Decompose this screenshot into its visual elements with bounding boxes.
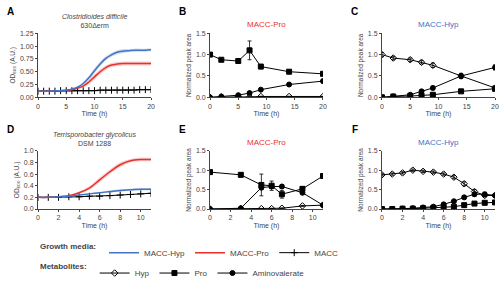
svg-text:5: 5 xyxy=(236,103,240,110)
svg-text:OD₆₀₀ (A.U.): OD₆₀₀ (A.U.) xyxy=(9,47,17,84)
svg-text:1.0: 1.0 xyxy=(368,51,378,58)
svg-text:0.0: 0.0 xyxy=(24,205,34,212)
svg-text:Time (h): Time (h) xyxy=(254,222,280,230)
svg-text:0.25: 0.25 xyxy=(20,81,34,88)
svg-text:1.5: 1.5 xyxy=(196,30,206,37)
svg-text:10: 10 xyxy=(481,214,489,221)
svg-text:F: F xyxy=(352,124,358,135)
svg-text:Time (h): Time (h) xyxy=(82,222,108,230)
svg-text:0: 0 xyxy=(208,214,212,221)
svg-text:0.2: 0.2 xyxy=(24,194,34,201)
svg-text:6: 6 xyxy=(442,214,446,221)
svg-text:5: 5 xyxy=(408,103,412,110)
svg-text:MACC-Hyp: MACC-Hyp xyxy=(418,20,459,29)
svg-text:0.0: 0.0 xyxy=(196,205,206,212)
svg-text:6: 6 xyxy=(270,214,274,221)
svg-text:MACC-Hyp: MACC-Hyp xyxy=(418,138,459,147)
svg-text:1.5: 1.5 xyxy=(368,147,378,154)
svg-text:8: 8 xyxy=(290,214,294,221)
svg-text:10: 10 xyxy=(435,103,443,110)
svg-text:Metabolites:: Metabolites: xyxy=(40,262,87,271)
svg-text:0.50: 0.50 xyxy=(20,68,34,75)
svg-text:Aminovalerate: Aminovalerate xyxy=(252,269,304,278)
svg-text:Growth media:: Growth media: xyxy=(40,242,96,251)
svg-text:0.0: 0.0 xyxy=(368,94,378,101)
svg-text:6: 6 xyxy=(98,214,102,221)
svg-text:Time (h): Time (h) xyxy=(82,110,108,118)
svg-text:10: 10 xyxy=(137,214,145,221)
svg-text:Time (h): Time (h) xyxy=(254,110,280,118)
svg-text:1.00: 1.00 xyxy=(20,43,34,50)
svg-text:Time (h): Time (h) xyxy=(426,110,452,118)
svg-text:0.4: 0.4 xyxy=(24,182,34,189)
svg-text:1.0: 1.0 xyxy=(368,167,378,174)
svg-text:MACC-Pro: MACC-Pro xyxy=(230,249,269,258)
svg-text:1.0: 1.0 xyxy=(24,147,34,154)
svg-text:Normalized peak area: Normalized peak area xyxy=(185,148,193,212)
svg-text:E: E xyxy=(179,124,186,135)
svg-text:0: 0 xyxy=(380,214,384,221)
svg-text:C: C xyxy=(351,6,358,17)
svg-text:10: 10 xyxy=(263,103,271,110)
svg-text:0.75: 0.75 xyxy=(20,55,34,62)
svg-text:Hyp: Hyp xyxy=(135,269,150,278)
svg-text:0.00: 0.00 xyxy=(20,94,34,101)
svg-text:10: 10 xyxy=(91,103,99,110)
svg-text:D: D xyxy=(7,124,14,135)
svg-text:15: 15 xyxy=(119,103,127,110)
svg-text:1.0: 1.0 xyxy=(196,167,206,174)
svg-text:Terrisporobacter glycolicusDSM: Terrisporobacter glycolicusDSM 1288 xyxy=(53,131,136,147)
svg-text:0: 0 xyxy=(36,214,40,221)
svg-text:2: 2 xyxy=(401,214,405,221)
svg-text:0.5: 0.5 xyxy=(196,186,206,193)
svg-text:0.8: 0.8 xyxy=(24,159,34,166)
svg-text:A: A xyxy=(7,6,14,17)
svg-text:15: 15 xyxy=(291,103,299,110)
svg-text:0.6: 0.6 xyxy=(24,171,34,178)
svg-text:0: 0 xyxy=(208,103,212,110)
svg-text:Normalized peak area: Normalized peak area xyxy=(185,33,193,97)
svg-text:1.5: 1.5 xyxy=(368,30,378,37)
svg-text:0.5: 0.5 xyxy=(196,72,206,79)
svg-text:4: 4 xyxy=(421,214,425,221)
svg-text:B: B xyxy=(179,6,186,17)
svg-text:1.5: 1.5 xyxy=(196,147,206,154)
svg-text:Pro: Pro xyxy=(194,269,207,278)
svg-text:5: 5 xyxy=(64,103,68,110)
svg-text:0.5: 0.5 xyxy=(368,72,378,79)
svg-text:Time (h): Time (h) xyxy=(426,222,452,230)
svg-text:MACC-Pro: MACC-Pro xyxy=(247,20,286,29)
svg-text:15: 15 xyxy=(463,103,471,110)
svg-text:20: 20 xyxy=(319,103,327,110)
svg-text:0.5: 0.5 xyxy=(368,186,378,193)
svg-text:8: 8 xyxy=(118,214,122,221)
svg-text:Normalized peak area: Normalized peak area xyxy=(357,33,365,97)
svg-text:1.0: 1.0 xyxy=(196,51,206,58)
svg-text:2: 2 xyxy=(57,214,61,221)
svg-text:MACC-Hyp: MACC-Hyp xyxy=(144,249,185,258)
svg-text:Normalized peak area: Normalized peak area xyxy=(357,148,365,212)
svg-text:OD₆₀₀ (A.U.): OD₆₀₀ (A.U.) xyxy=(13,162,21,199)
svg-text:MACC-Pro: MACC-Pro xyxy=(247,138,286,147)
svg-text:8: 8 xyxy=(462,214,466,221)
svg-text:20: 20 xyxy=(491,103,499,110)
svg-text:0.0: 0.0 xyxy=(196,94,206,101)
svg-text:0: 0 xyxy=(36,103,40,110)
svg-text:10: 10 xyxy=(309,214,317,221)
svg-text:0: 0 xyxy=(380,103,384,110)
svg-text:20: 20 xyxy=(147,103,155,110)
svg-text:2: 2 xyxy=(229,214,233,221)
svg-text:1.25: 1.25 xyxy=(20,30,34,37)
svg-text:4: 4 xyxy=(77,214,81,221)
svg-text:MACC: MACC xyxy=(314,249,338,258)
svg-text:4: 4 xyxy=(249,214,253,221)
svg-text:0.0: 0.0 xyxy=(368,205,378,212)
svg-text:Clostridioides difficile630Δer: Clostridioides difficile630Δerm xyxy=(62,13,127,29)
